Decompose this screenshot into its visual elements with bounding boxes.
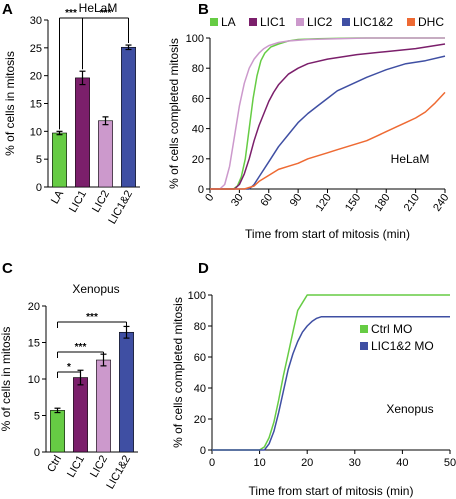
y-tick-label: 0 bbox=[198, 184, 204, 196]
significance-label: *** bbox=[75, 342, 87, 353]
series-line-ctrl-mo bbox=[212, 294, 450, 451]
legend-label: LIC2 bbox=[307, 15, 333, 29]
y-tick-label: 100 bbox=[188, 290, 206, 302]
x-tick-label: 180 bbox=[372, 192, 392, 214]
legend-label: LIC1&2 MO bbox=[371, 339, 434, 353]
y-tick-label: 80 bbox=[192, 63, 204, 75]
y-axis-label: % of cells completed mitosis bbox=[171, 297, 185, 448]
x-tick-label: 40 bbox=[396, 457, 408, 469]
y-axis-label: % of cells in mitosis bbox=[3, 51, 17, 156]
y-axis-label: % of cells completed mitosis bbox=[167, 38, 181, 189]
x-tick-label: LIC1 bbox=[65, 454, 87, 480]
x-tick-label: 30 bbox=[349, 457, 361, 469]
x-tick-label: 240 bbox=[431, 192, 451, 214]
bar-ctrl bbox=[50, 410, 65, 453]
legend-swatch bbox=[296, 18, 304, 26]
legend-swatch bbox=[360, 325, 368, 333]
y-tick-label: 60 bbox=[192, 93, 204, 105]
x-tick-label: 60 bbox=[258, 192, 275, 209]
x-tick-label: 20 bbox=[301, 457, 313, 469]
panel-letter-a: A bbox=[2, 1, 13, 18]
y-tick-label: 10 bbox=[28, 374, 40, 386]
x-tick-label: 120 bbox=[314, 192, 334, 214]
x-tick-label: 0 bbox=[203, 192, 216, 204]
x-tick-label: LA bbox=[49, 188, 66, 206]
legend-swatch bbox=[342, 18, 350, 26]
y-tick-label: 10 bbox=[30, 126, 42, 138]
panel-b-line-chart: 0 20 40 60 80 100 0 30 60 90 120 150 180 210 240 % of c… bbox=[167, 15, 451, 241]
chart-title: Xenopus bbox=[72, 282, 119, 296]
y-tick-label: 40 bbox=[192, 124, 204, 136]
x-tick-label: 30 bbox=[229, 192, 246, 209]
bar-lic1 bbox=[75, 77, 90, 188]
y-axis-label: % of cells in mitosis bbox=[0, 327, 13, 432]
x-tick-label: LIC1 bbox=[67, 189, 89, 215]
y-tick-label: 40 bbox=[194, 383, 206, 395]
y-tick-label: 0 bbox=[34, 447, 40, 459]
legend-swatch bbox=[407, 18, 415, 26]
x-tick-label: LIC2 bbox=[90, 189, 112, 215]
significance-label: * bbox=[67, 362, 71, 373]
legend-label: LIC1 bbox=[260, 15, 286, 29]
y-tick-label: 20 bbox=[192, 154, 204, 166]
y-tick-label: 0 bbox=[200, 445, 206, 457]
y-tick-label: 60 bbox=[194, 352, 206, 364]
y-tick-label: 5 bbox=[34, 411, 40, 423]
significance-label: *** bbox=[100, 8, 112, 19]
legend-label: LIC1&2 bbox=[353, 15, 393, 29]
x-tick-label: 10 bbox=[253, 457, 265, 469]
bar-lic1-and-2 bbox=[121, 46, 136, 188]
chart-title: HeLaM bbox=[391, 152, 430, 166]
series-line-la bbox=[210, 37, 445, 190]
bar-la bbox=[52, 132, 67, 188]
x-tick-label: 90 bbox=[288, 192, 305, 209]
y-tick-label: 20 bbox=[30, 71, 42, 83]
bar-lic1 bbox=[73, 377, 88, 453]
y-tick-label: 80 bbox=[194, 321, 206, 333]
y-tick-label: 25 bbox=[30, 43, 42, 55]
chart-title: Xenopus bbox=[386, 402, 433, 416]
x-axis-label: Time from start of mitosis (min) bbox=[245, 227, 410, 241]
series-line-lic1-and-2 bbox=[210, 55, 446, 190]
legend-label: Ctrl MO bbox=[371, 322, 412, 336]
series-line-dhc bbox=[210, 91, 446, 190]
panel-letter-c: C bbox=[2, 260, 13, 277]
panel-a-bar-chart: 0 5 10 15 20 25 30 % of cells in mitosis HeLaM LA… bbox=[3, 1, 140, 226]
panel-d-line-chart: 0 20 40 60 80 100 0 10 20 30 40 50 % of cells comple… bbox=[171, 290, 456, 498]
y-tick-label: 30 bbox=[30, 15, 42, 27]
x-tick-label: 0 bbox=[209, 457, 215, 469]
chart-title: HeLaM bbox=[79, 1, 118, 15]
panel-letter-b: B bbox=[198, 1, 209, 18]
bar-lic2 bbox=[98, 120, 113, 188]
legend-label: LA bbox=[221, 15, 236, 29]
series-line-lic1-and-2-mo bbox=[212, 315, 450, 451]
legend-swatch bbox=[249, 18, 257, 26]
significance-label: *** bbox=[65, 8, 77, 19]
series-line-lic1 bbox=[210, 43, 446, 190]
series-line-lic2 bbox=[210, 37, 445, 190]
panel-c-bar-chart: 0 5 10 15 20 % of cells in mitosis Xenopus Ctrl… bbox=[0, 282, 138, 491]
y-tick-label: 15 bbox=[30, 99, 42, 111]
legend-swatch bbox=[210, 18, 218, 26]
legend-swatch bbox=[360, 342, 368, 350]
y-tick-label: 0 bbox=[36, 182, 42, 194]
bar-lic1-and-2 bbox=[119, 331, 134, 453]
legend-label: DHC bbox=[418, 15, 444, 29]
x-tick-label: Ctrl bbox=[45, 454, 64, 475]
x-tick-label: LIC2 bbox=[88, 454, 110, 480]
bar-lic2 bbox=[96, 359, 111, 453]
y-tick-label: 20 bbox=[28, 301, 40, 313]
x-axis-label: Time from start of mitosis (min) bbox=[249, 484, 414, 498]
panel-letter-d: D bbox=[198, 260, 209, 277]
x-tick-label: 210 bbox=[402, 192, 422, 214]
y-tick-label: 100 bbox=[186, 33, 204, 45]
x-tick-label: 50 bbox=[444, 457, 456, 469]
y-tick-label: 5 bbox=[36, 154, 42, 166]
y-tick-label: 15 bbox=[28, 338, 40, 350]
x-tick-label: 150 bbox=[343, 192, 363, 214]
significance-label: *** bbox=[86, 312, 98, 323]
y-tick-label: 20 bbox=[194, 414, 206, 426]
